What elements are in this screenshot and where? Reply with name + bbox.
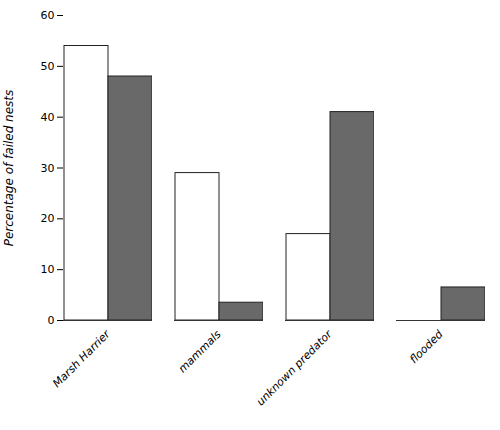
svg-text:20: 20 (41, 212, 55, 225)
svg-text:Percentage of failed nests: Percentage of failed nests (2, 90, 16, 247)
svg-text:unknown predator: unknown predator (254, 327, 336, 409)
svg-text:Marsh Harrier: Marsh Harrier (50, 327, 114, 391)
svg-text:flooded: flooded (407, 327, 446, 366)
svg-text:50: 50 (41, 60, 55, 73)
svg-text:30: 30 (41, 162, 55, 175)
svg-text:10: 10 (41, 263, 55, 276)
svg-text:40: 40 (41, 111, 55, 124)
svg-text:60: 60 (41, 9, 55, 22)
svg-text:0: 0 (48, 314, 55, 327)
svg-text:mammals: mammals (176, 328, 224, 376)
